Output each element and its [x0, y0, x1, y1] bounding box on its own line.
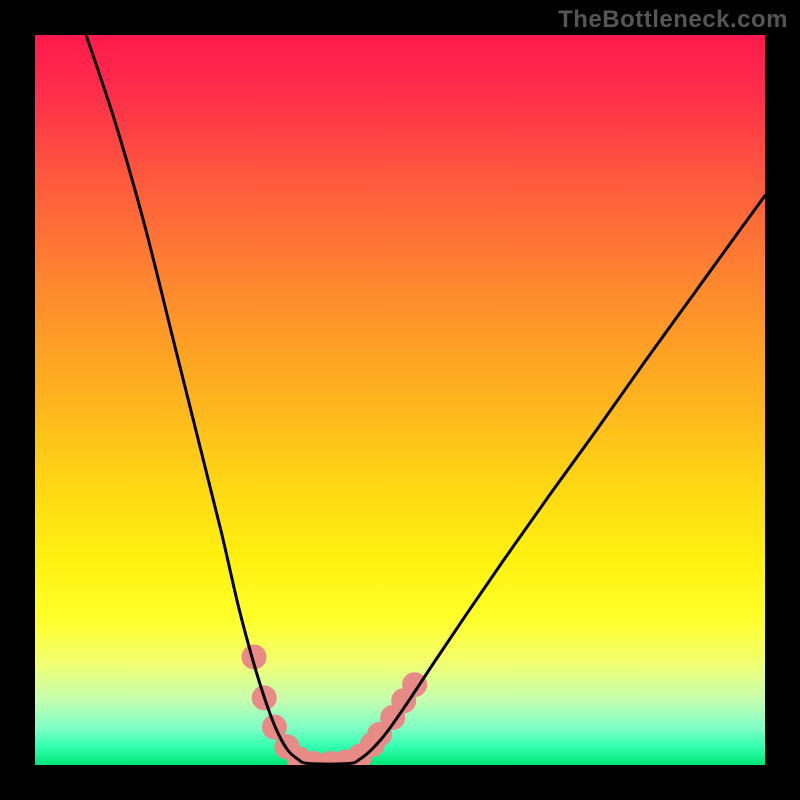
watermark-text: TheBottleneck.com	[558, 6, 788, 34]
plot-area	[35, 35, 765, 765]
chart-container: TheBottleneck.com	[0, 0, 800, 800]
markers-group	[242, 645, 427, 765]
v-curve	[86, 35, 765, 764]
curve-layer	[35, 35, 765, 765]
